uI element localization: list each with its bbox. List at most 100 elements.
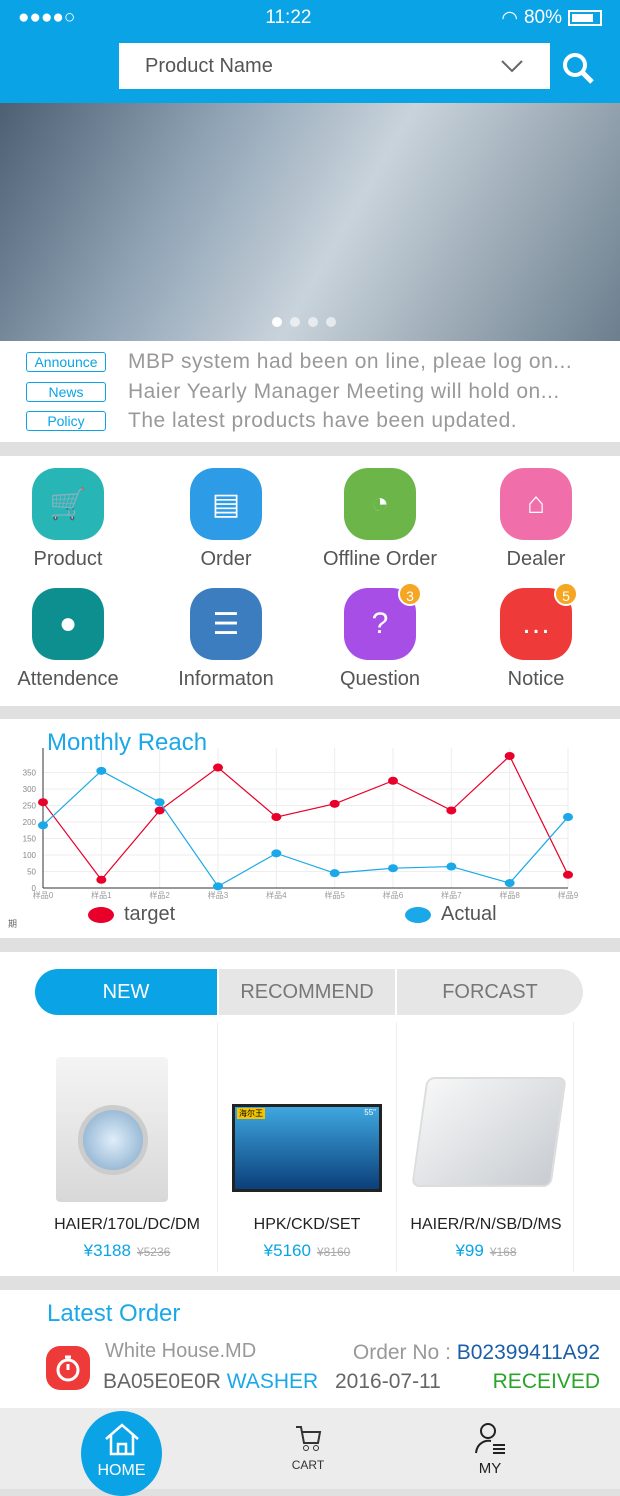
x-tick-label: 样品7 [441,890,462,900]
data-point-actual [271,849,282,858]
product-old-price: ¥5236 [136,1245,171,1259]
order-product-type: WASHER [226,1370,319,1393]
menu-item-notice[interactable]: … 5 Notice [461,582,611,691]
news-text: The latest products have been updated. [128,409,518,432]
legend-swatch [405,906,431,923]
menu-item-offline-order[interactable]: ◔ Offline Order [305,468,455,571]
menu-item-order[interactable]: ▤ Order [151,468,301,571]
nav-my[interactable]: MY [460,1421,520,1477]
legend-swatch [88,906,114,923]
status-bar: ●●●●○ 11:22 ◠ 80% [0,0,620,36]
data-point-actual [154,798,165,807]
menu-item-question[interactable]: ? 3 Question [305,582,455,691]
section-title: Latest Order [47,1300,181,1327]
data-point-target [563,870,573,879]
latest-order[interactable]: Latest Order White House.MD BA05E0E0R WA… [0,1290,620,1408]
data-point-actual [96,766,107,775]
tab-new[interactable]: NEW [35,969,217,1015]
news-tag: Policy [26,411,106,431]
battery: ◠ 80% [501,7,602,30]
data-point-actual [38,821,48,830]
order-no-label: Order No : [352,1341,451,1364]
news-text: Haier Yearly Manager Meeting will hold o… [128,380,560,403]
cart-icon: 🛒 [32,468,104,540]
legend-actual: Actual [405,903,497,926]
x-tick-label: 样品6 [383,890,404,900]
home-icon [104,1423,139,1456]
wifi-icon: ◠ [501,7,518,29]
nav-cart[interactable]: CART [278,1423,338,1472]
product-price: ¥3188 [83,1241,131,1260]
product-card[interactable]: 海尔王 55" HPK/CKD/SET ¥5160 ¥8160 [218,1022,396,1272]
y-tick-label: 350 [23,769,37,778]
series-line-actual [42,770,569,888]
menu-item-product[interactable]: 🛒 Product [0,468,143,571]
menu-item-dealer[interactable]: ⌂ Dealer [461,468,611,571]
order-number: B02399411A92 [456,1341,600,1364]
user-icon [475,1423,505,1454]
menu-label: Product [33,548,103,570]
carousel-dot[interactable] [326,317,336,327]
menu-label: Informaton [178,668,274,690]
stopwatch-icon [46,1346,90,1390]
y-tick-label: 50 [27,868,36,877]
menu-label: Order [200,548,252,570]
user-list-icon: ☰ [190,588,262,660]
order-product-code: BA05E0E0R [103,1370,221,1393]
order-status: RECEIVED [492,1370,600,1393]
menu-item-informaton[interactable]: ☰ Informaton [151,588,301,691]
tv-image: 海尔王 55" [232,1104,382,1192]
data-point-actual [329,869,340,878]
chat-icon: … 5 [500,582,578,660]
product-card[interactable]: HAIER/R/N/SB/D/MS ¥99 ¥168 [397,1022,575,1272]
data-point-target [213,763,223,772]
carousel-dot[interactable] [290,317,300,327]
nav-home[interactable]: HOME [81,1411,162,1496]
menu-label: Notice [507,668,565,690]
question-icon: ? 3 [344,582,422,660]
news-item[interactable]: Announce MBP system had been on line, ple… [26,350,618,374]
cart-icon [296,1426,322,1451]
chart-footnote: 期 [8,919,18,929]
product-tabs-section: NEW RECOMMEND FORCAST HAIER/170L/DC/DM ¥… [0,952,620,1276]
banner-carousel[interactable] [0,103,620,341]
product-name: HAIER/170L/DC/DM [54,1216,200,1233]
data-point-actual [213,882,223,891]
series-line-target [42,755,569,881]
y-tick-label: 0 [32,884,37,893]
data-point-actual [388,864,398,873]
data-point-actual [504,879,515,888]
news-item[interactable]: News Haier Yearly Manager Meeting will ho… [26,380,618,404]
monthly-reach-chart: Monthly Reach 0 50 100 150 200 250 300 350 样品0 样品… [0,719,620,938]
search-placeholder: Product Name [145,54,273,77]
menu-label: Offline Order [322,548,438,570]
data-point-target [96,875,107,884]
badge: 5 [554,582,578,606]
search-icon[interactable] [561,51,595,85]
y-tick-label: 100 [23,851,37,860]
product-card[interactable]: HAIER/170L/DC/DM ¥3188 ¥5236 [38,1022,216,1272]
x-tick-label: 样品2 [149,890,170,900]
carousel-dot[interactable] [272,317,282,327]
product-name: HAIER/R/N/SB/D/MS [410,1216,562,1233]
scale-image [411,1077,567,1187]
data-point-target [446,806,457,815]
product-name: HPK/CKD/SET [253,1216,361,1233]
data-point-actual [563,813,573,822]
menu-item-attendence[interactable]: ● Attendence [0,588,143,691]
data-point-target [504,752,515,760]
tab-recommend[interactable]: RECOMMEND [219,969,395,1015]
x-tick-label: 样品4 [266,890,287,900]
menu-label: Question [339,668,421,690]
chart-plot: 0 50 100 150 200 250 300 350 样品0 样品1 样品2 样品3 样品4 样品5 样… [23,748,579,900]
product-price: ¥99 [455,1241,484,1260]
news-text: MBP system had been on line, pleae log o… [128,350,573,373]
x-tick-label: 样品3 [208,890,229,900]
tab-forcast[interactable]: FORCAST [397,969,583,1015]
product-old-price: ¥168 [489,1245,517,1259]
clock: 11:22 [265,7,312,28]
data-point-actual [446,862,457,871]
product-select[interactable]: Product Name [119,43,550,89]
carousel-dot[interactable] [308,317,318,327]
news-item[interactable]: Policy The latest products have been upda… [26,409,618,433]
